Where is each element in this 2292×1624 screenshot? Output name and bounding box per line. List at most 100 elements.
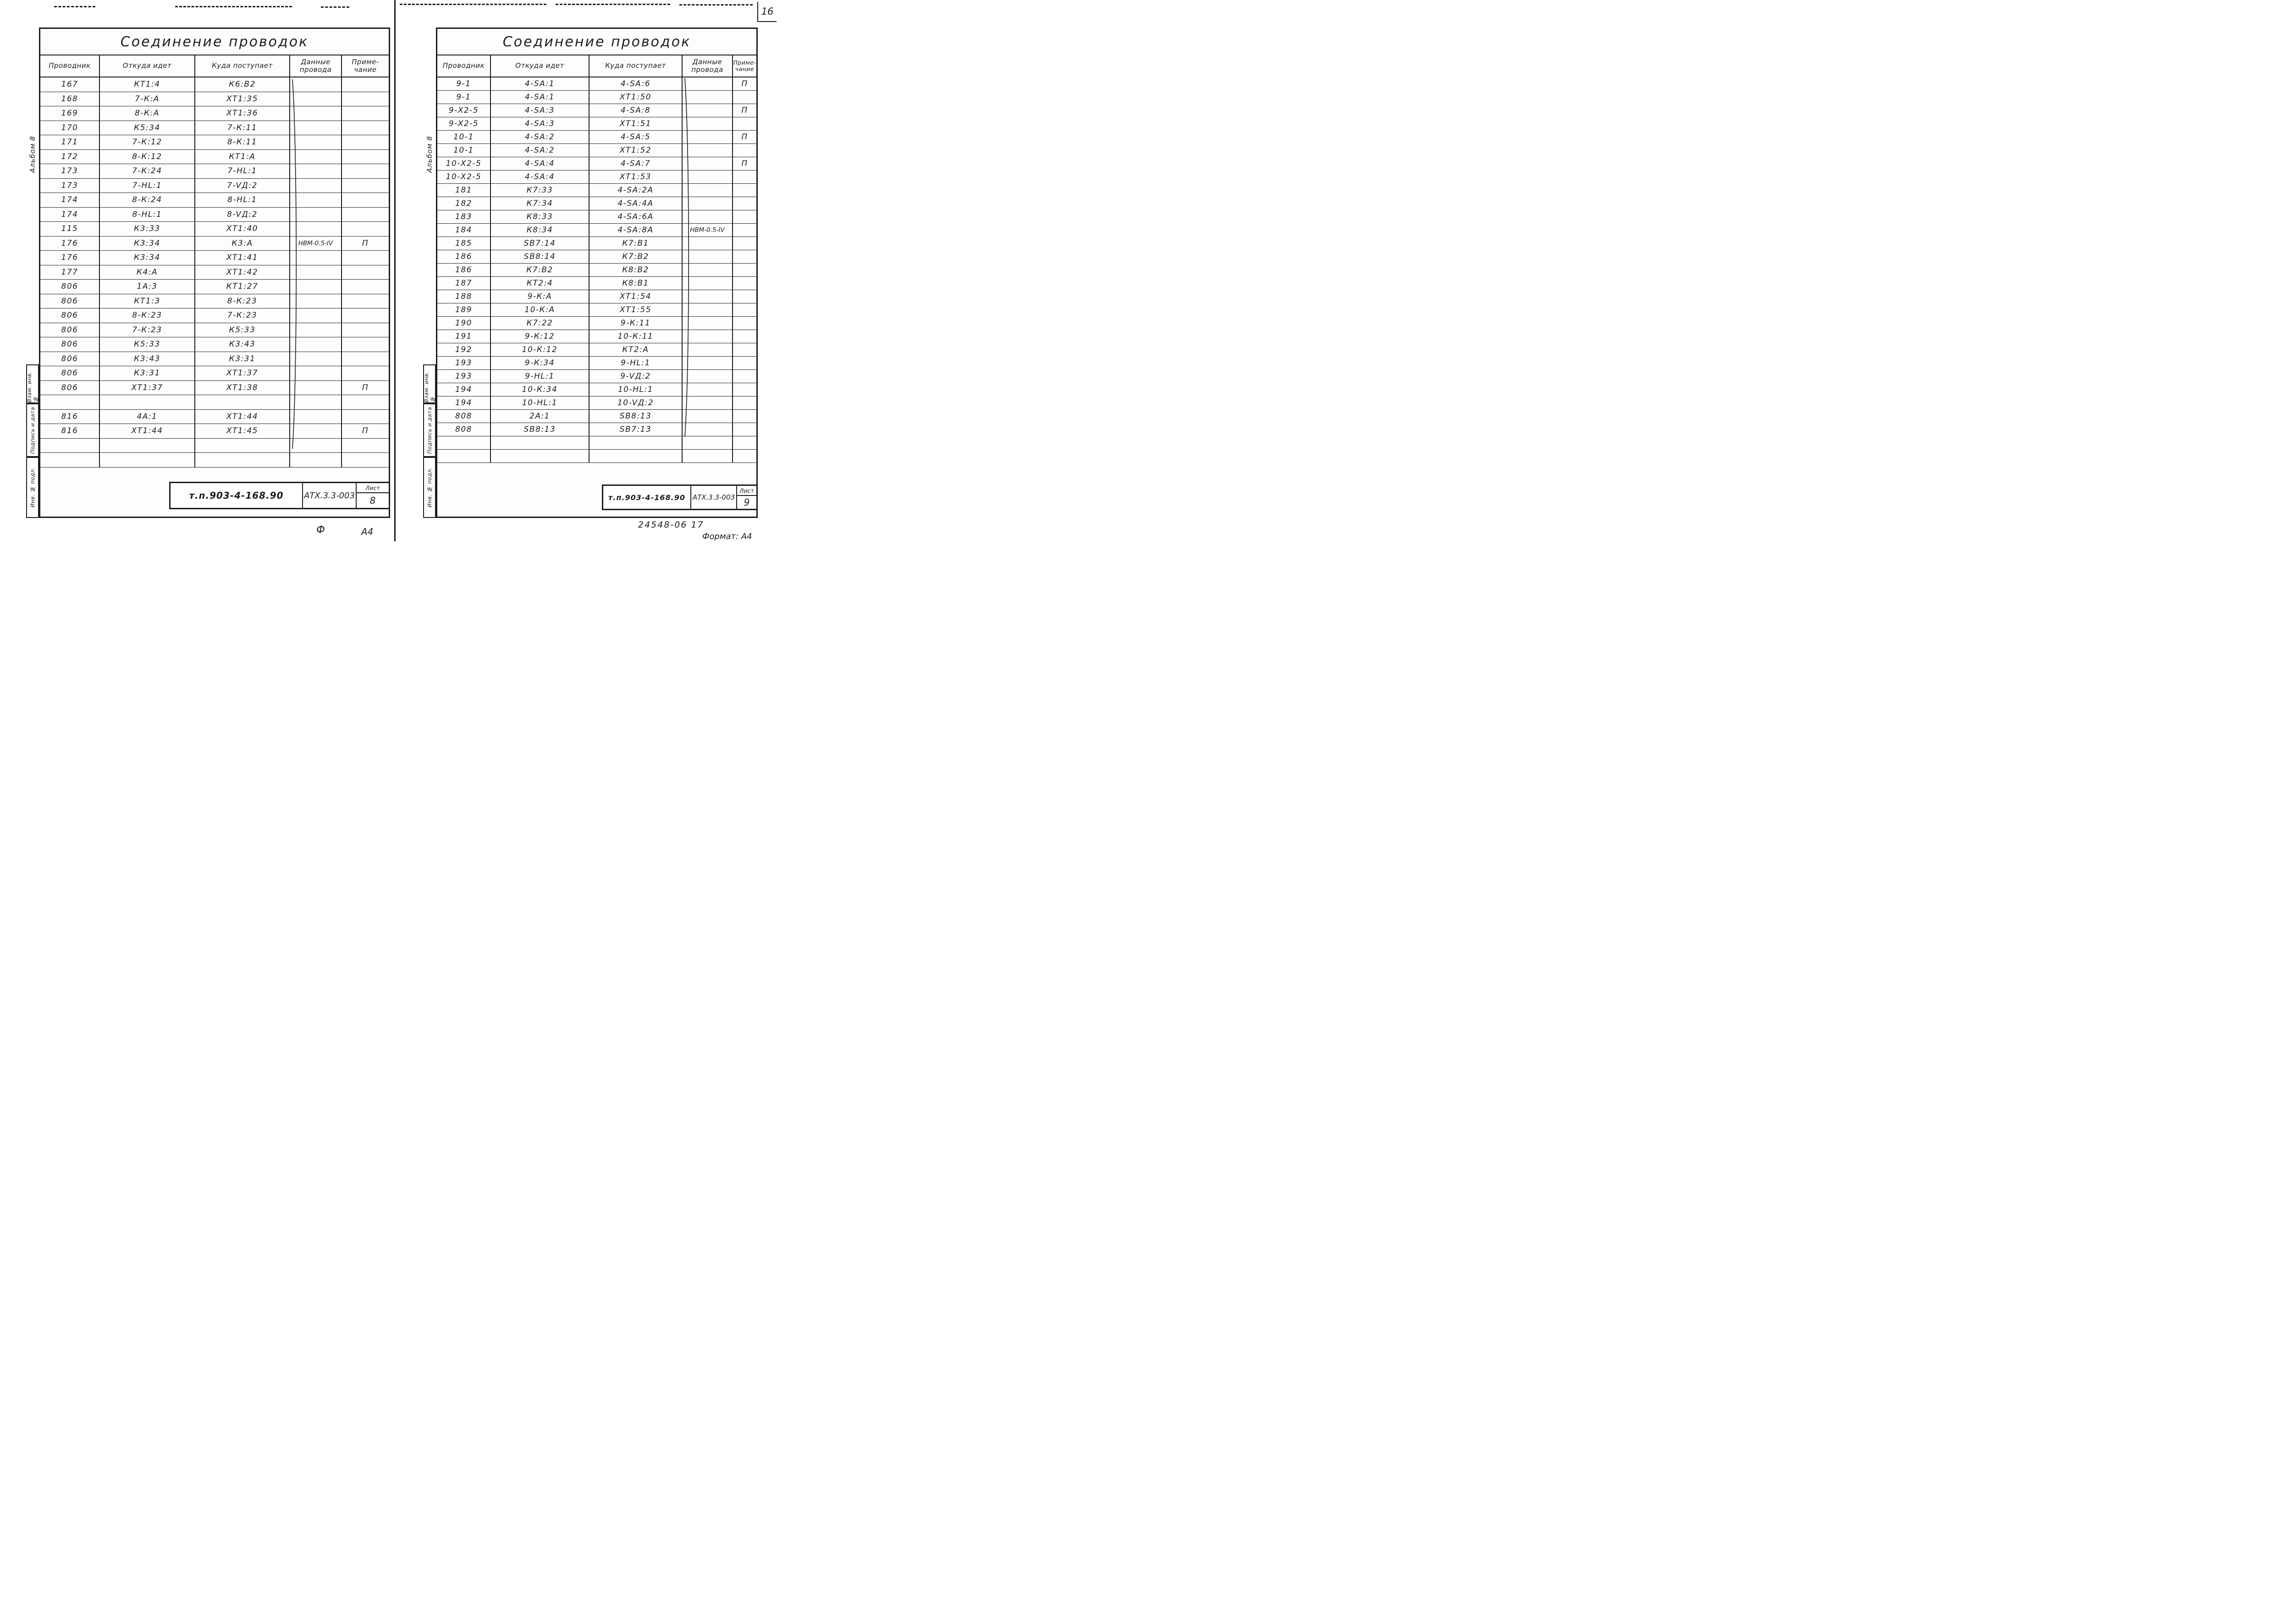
table-row: 187 КТ2:4 К8:В1 [437,277,756,290]
table-cell: К7:33 [490,184,589,197]
table-cell: 806 [40,366,99,381]
table-cell [341,92,389,106]
title-block: т.п.903-4-168.90 АТХ.3.3-003 Лист 8 [169,482,390,509]
table-cell [289,337,341,352]
table-cell [437,436,490,450]
table-cell [732,343,756,357]
table-cell [732,383,756,396]
sheet-label: Лист [737,486,756,496]
table-row: 193 9-К:34 9-HL:1 [437,357,756,370]
table-cell [732,117,756,131]
table-cell: ХТ1:37 [194,366,289,381]
table-cell: 9-1 [437,91,490,104]
table-cell: 4-SA:8А [589,224,682,237]
table-row [40,453,389,468]
table-cell [490,436,589,450]
table-cell: SB7:13 [589,423,682,436]
table-cell [341,395,389,410]
document-page-sheet-9: Альбом 8 Взам. инв. № Подпись и дата Инв… [423,28,758,518]
table-cell [194,453,289,468]
table-cell: 4-SA:6А [589,210,682,224]
column-header: Проводник [437,55,490,77]
table-cell [289,352,341,366]
table-cell: К3:43 [99,352,194,366]
table-row: 168 7-К:А ХТ1:35 [40,92,389,106]
table-row: 806 КТ1:3 8-К:23 [40,294,389,308]
table-row: 806 К3:31 ХТ1:37 [40,366,389,381]
table-cell: 167 [40,77,99,92]
table-cell: SB8:13 [490,423,589,436]
table-cell: 168 [40,92,99,106]
table-cell: 816 [40,424,99,439]
table-cell [99,438,194,453]
table-cell: 4-SA:1 [490,91,589,104]
table-cell: 171 [40,135,99,150]
page-number-box: 16 [757,2,777,22]
scan-fold-dash [175,6,292,7]
table-cell [289,308,341,323]
table-row [437,450,756,463]
table-cell: SB7:14 [490,237,589,250]
table-cell: НВМ-0.5-IV [289,236,341,251]
stamp-vzam-inv: Взам. инв. № [26,364,39,403]
table-row: 190 К7:22 9-К:11 [437,317,756,330]
stamp-podpis-data: Подпись и дата [423,403,436,457]
scan-fold-dash [679,4,753,6]
page-frame: Соединение проводок Проводник Откуда идет… [436,28,758,518]
table-cell: 4-SA:2 [490,144,589,157]
table-cell: 7-К:23 [99,323,194,337]
table-cell: 9-HL:1 [490,370,589,383]
table-cell [99,453,194,468]
table-cell [682,290,732,303]
doc-number: т.п.903-4-168.90 [608,493,686,502]
table-cell: 10-1 [437,131,490,144]
table-cell: 10-HL:1 [490,396,589,410]
table-cell: 194 [437,396,490,410]
table-cell: 173 [40,179,99,193]
table-cell [40,453,99,468]
table-cell: 806 [40,323,99,337]
table-cell: П [341,380,389,395]
table-cell: 181 [437,184,490,197]
table-cell [40,439,99,453]
table-row: 182 К7:34 4-SA:4А [437,197,756,210]
column-header: Данные провода [682,55,732,77]
table-row: 115 К3:33 ХТ1:40 [40,222,389,237]
table-cell [341,178,389,193]
table-cell: 169 [40,106,99,121]
table-cell: 185 [437,237,490,250]
table-cell: 8-К:23 [99,308,194,323]
table-cell [589,450,682,463]
table-cell: КТ2:4 [490,277,589,290]
table-cell: ХТ1:42 [194,265,289,280]
table-cell [682,250,732,264]
table-cell: К7:В2 [490,264,589,277]
table-cell [289,323,341,337]
table-header-row: Проводник Откуда идет Куда поступает Данные… [437,55,756,77]
table-cell [732,450,756,463]
table-cell [732,224,756,237]
table-cell [341,438,389,453]
table-cell: К8:В2 [589,264,682,277]
table-cell: 4-SA:4А [589,197,682,210]
table-cell [682,197,732,210]
table-row: 173 7-К:24 7-HL:1 [40,164,389,179]
table-cell: 182 [437,197,490,210]
table-cell [341,207,389,222]
table-row: 193 9-HL:1 9-VД:2 [437,370,756,383]
scan-fold-dash [321,6,349,8]
table-cell: 193 [437,370,490,383]
table-cell: 186 [437,264,490,277]
table-cell [682,396,732,410]
table-cell [341,77,389,92]
column-header: Откуда идет [490,55,589,77]
column-header: Куда поступает [589,55,682,77]
table-cell: ХТ1:51 [589,117,682,131]
table-cell: 10-К:34 [490,383,589,396]
column-header: Данные провода [289,55,341,77]
page-title: Соединение проводок [502,33,691,50]
table-cell: 808 [437,423,490,436]
page-title: Соединение проводок [120,33,309,50]
table-cell: П [341,236,389,251]
table-row [40,395,389,410]
